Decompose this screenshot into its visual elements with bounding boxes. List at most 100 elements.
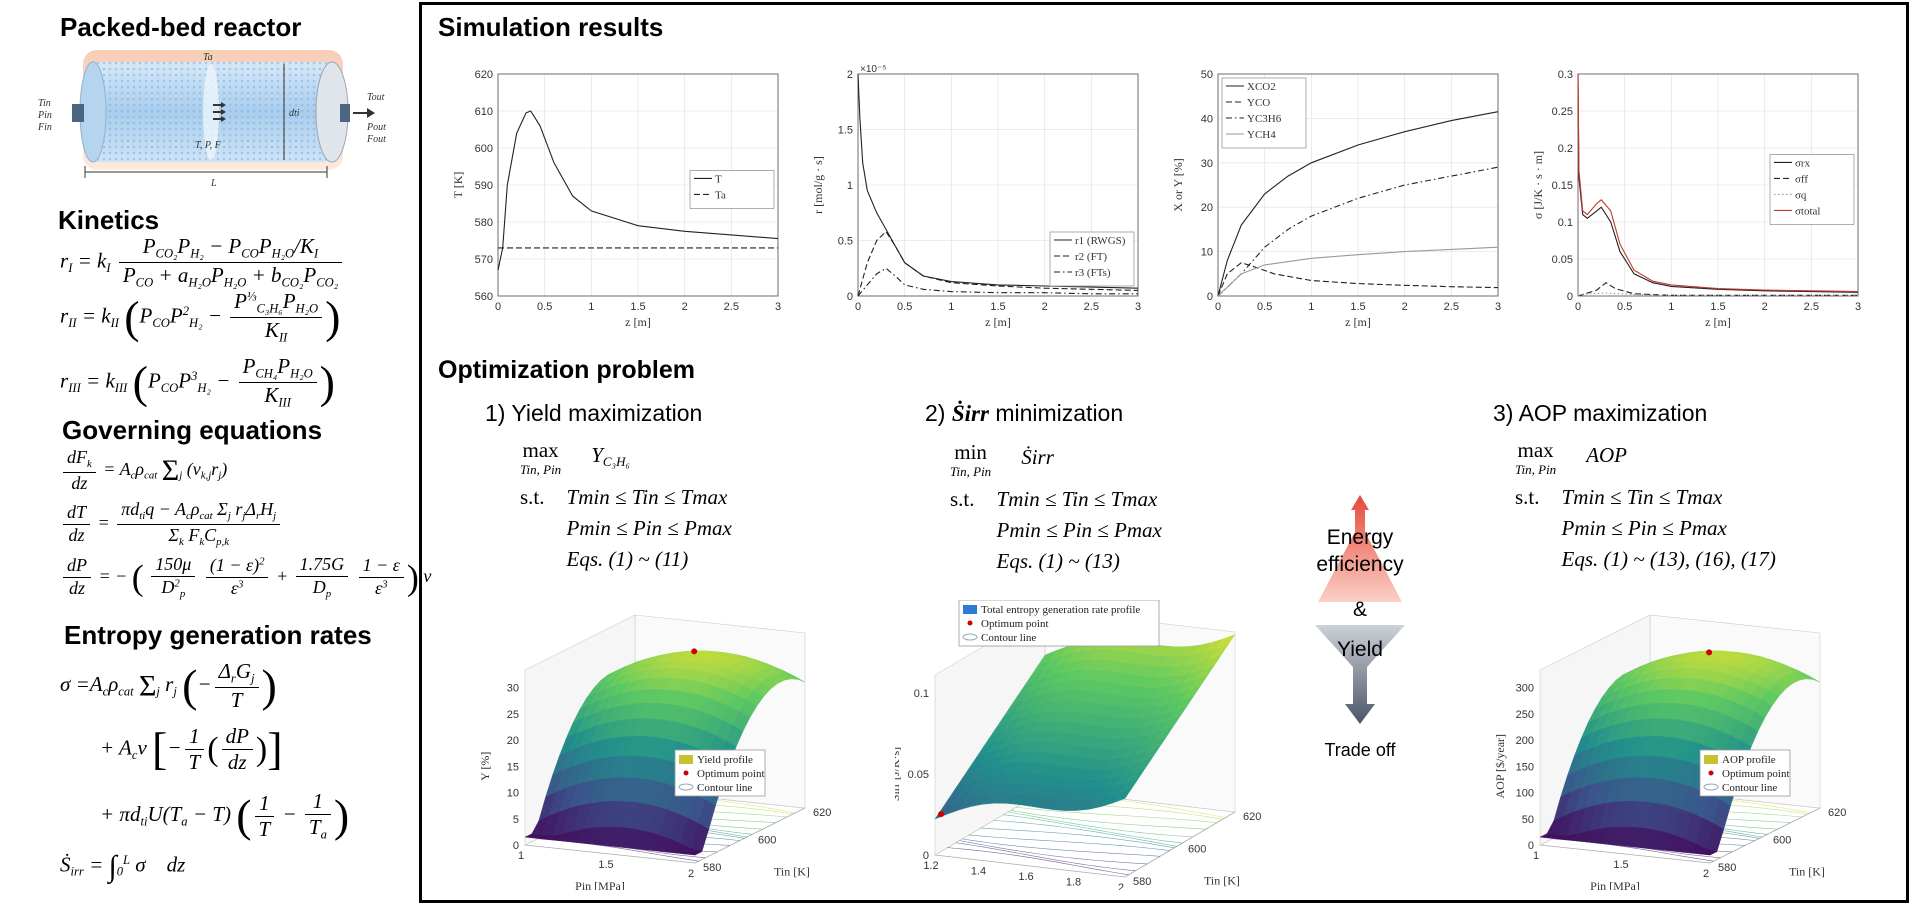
y-tick-label: 620 (475, 69, 493, 81)
contour-line (993, 820, 1178, 847)
x-tick-label: 1.5 (1350, 301, 1365, 313)
inlet-nozzle (72, 104, 84, 122)
reactor-title: Packed-bed reactor (60, 12, 302, 42)
legend-label: Yield profile (697, 754, 753, 766)
chart-entropy-profile: 0 0.5 1 1.5 2 2.5 3 0 0.05 0.1 0.15 0.2 0.25 0.3 z [m]… (1531, 69, 1861, 329)
y-axis-label: Tin [K] (774, 865, 810, 879)
legend-swatch-surface (963, 605, 977, 614)
surface-aop: 0 50 100 150 200 250 300 1 1.5 2 580 600 620 Pin [MPa… (1493, 614, 1846, 890)
eq-rate-2: rII = kII (PCOP2H₂ − P⅓C₃H₆PH₂O KII) (60, 289, 341, 345)
x-tick-label: 0 (1575, 301, 1581, 313)
x-tick-label: 1.5 (1613, 859, 1628, 871)
x-tick-label: 1 (948, 301, 954, 313)
surface-patch (683, 848, 703, 856)
opt1-formulation: max Tin, Pin YC₃H₆ s.t. Tmin ≤ Tin ≤ Tma… (520, 440, 732, 575)
x-tick-label: 2 (688, 868, 694, 880)
x-tick-label: 2 (1118, 882, 1124, 890)
x-axis-label: z [m] (1705, 315, 1731, 329)
x-tick-label: 2.5 (724, 301, 739, 313)
contour-line (1003, 814, 1183, 844)
y-tick-label: 600 (1188, 844, 1206, 856)
opt3-objective: max (1517, 438, 1554, 462)
tradeoff-amp: & (1352, 598, 1367, 621)
opt1-c1: Tmin ≤ Tin ≤ Tmax (566, 485, 728, 509)
tradeoff-energy-label: Energy efficiency (1316, 526, 1404, 576)
y-tick-label: 610 (475, 106, 493, 118)
x-tick-label: 3 (775, 301, 781, 313)
y-axis-label: Tin [K] (1204, 874, 1240, 888)
y-tick-label: 620 (813, 807, 831, 819)
y-tick-label: 40 (1201, 113, 1213, 125)
legend-label: Optimum point (1722, 768, 1790, 780)
opt3-c3: Eqs. (1) ~ (13), (16), (17) (1561, 547, 1776, 571)
x-axis-label: z [m] (1345, 315, 1371, 329)
legend-label: Contour line (697, 782, 752, 794)
x-tick-label: 1 (588, 301, 594, 313)
y-tick-label: 590 (475, 180, 493, 192)
y-tick-label: 580 (475, 217, 493, 229)
opt1-c2: Pmin ≤ Pin ≤ Pmax (566, 516, 732, 540)
x-tick-label: 0 (1215, 301, 1221, 313)
contour-line (962, 838, 1161, 857)
opt2-target: Ṡirr (1021, 445, 1054, 469)
opt1-st: s.t. (520, 485, 545, 509)
y-tick-label: 30 (1201, 158, 1213, 170)
legend-label: Ta (715, 189, 726, 201)
optimum-point (691, 648, 698, 655)
legend-box (1049, 231, 1135, 287)
y-tick-label: 2 (847, 69, 853, 81)
legend-label: XCO2 (1247, 81, 1276, 93)
label-dti: dti (289, 108, 300, 119)
y-axis-label: r [mol/g · s] (811, 156, 825, 214)
label-fin: Fin (37, 122, 52, 133)
y-tick-label: 1.5 (838, 125, 853, 137)
legend-box (1769, 154, 1855, 225)
y-tick-label: 620 (1828, 807, 1846, 819)
x-tick-label: 1.5 (990, 301, 1005, 313)
opt1-vars: Tin, Pin (520, 462, 562, 477)
tradeoff-graphic (1315, 495, 1405, 724)
legend-swatch-surface (679, 755, 693, 764)
y-tick-label: 0.3 (1558, 69, 1573, 81)
legend-label: σrx (1795, 157, 1811, 169)
legend-label: Optimum point (981, 618, 1049, 630)
legend-box (1221, 77, 1307, 149)
plot-frame (1577, 73, 1859, 297)
legend-swatch-contour (678, 783, 694, 791)
label-pout: Pout (366, 122, 386, 133)
z-tick-label: 0 (513, 840, 519, 852)
legend-box (958, 600, 1160, 647)
x-tick-label: 2.5 (1084, 301, 1099, 313)
surface-patch (1698, 848, 1718, 856)
legend-label: Contour line (1722, 782, 1777, 794)
legend-swatch-optimum (967, 620, 973, 626)
y-tick-label: 0.15 (1552, 180, 1573, 192)
opt1-target: Y (591, 443, 603, 467)
kinetics-title: Kinetics (58, 205, 160, 235)
x-tick-label: 0 (495, 301, 501, 313)
legend-label: r3 (FTs) (1075, 267, 1111, 279)
label-tout: Tout (367, 92, 385, 103)
contour-line (1010, 810, 1206, 830)
contour-line (959, 840, 1148, 865)
tradeoff-text: Trade off (1324, 740, 1396, 760)
outlet-nozzle (340, 104, 350, 122)
z-axis-label: AOP [$/year] (1493, 734, 1507, 799)
x-tick-label: 2.5 (1444, 301, 1459, 313)
entropy-title: Entropy generation rates (64, 620, 372, 650)
series-line-σff (1577, 282, 1858, 297)
eq-entropy-total: Ṡirr = ∫0L σ dz (60, 850, 186, 883)
x-tick-label: 2 (682, 301, 688, 313)
y-tick-label: 620 (1243, 811, 1261, 823)
contour-line (947, 847, 1129, 876)
legend-label: r1 (RWGS) (1075, 235, 1126, 247)
eq-gov-3: dP dz = − ( 150μ D2p (1 − ε)2 ε3 + 1.75G Dp … (60, 554, 431, 600)
z-tick-label: 0.05 (908, 769, 929, 781)
x-tick-label: 2.5 (1804, 301, 1819, 313)
plot-frame (857, 73, 1139, 297)
label-length: L (210, 178, 217, 189)
x-axis-label: Pin [MPa] (1590, 879, 1640, 890)
z-tick-label: 10 (507, 788, 519, 800)
y-tick-label: 1 (847, 180, 853, 192)
